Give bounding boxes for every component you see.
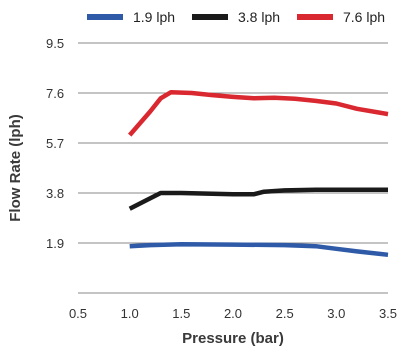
- x-axis-ticks: 0.5 1.0 1.5 2.0 2.5 3.0 3.5: [69, 306, 397, 321]
- y-tick-label: 3.8: [46, 186, 64, 201]
- legend: 1.9 lph 3.8 lph 7.6 lph: [87, 9, 385, 25]
- x-tick-label: 2.5: [276, 306, 294, 321]
- x-tick-label: 3.5: [379, 306, 397, 321]
- y-tick-label: 1.9: [46, 236, 64, 251]
- x-axis-title: Pressure (bar): [182, 330, 284, 347]
- x-tick-label: 2.0: [224, 306, 242, 321]
- legend-label-1: 1.9 lph: [133, 9, 175, 25]
- legend-label-2: 3.8 lph: [238, 9, 280, 25]
- series-line-3: [128, 89, 389, 137]
- x-tick-label: 1.5: [172, 306, 190, 321]
- y-axis-title: Flow Rate (lph): [7, 114, 24, 222]
- series-layer: [128, 89, 389, 258]
- x-tick-label: 3.0: [327, 306, 345, 321]
- y-tick-label: 5.7: [46, 136, 64, 151]
- y-tick-label: 7.6: [46, 86, 64, 101]
- x-tick-label: 0.5: [69, 306, 87, 321]
- series-line-2: [128, 187, 388, 211]
- x-tick-label: 1.0: [121, 306, 139, 321]
- y-axis-ticks: 1.9 3.8 5.7 7.6 9.5: [46, 36, 64, 251]
- legend-label-3: 7.6 lph: [343, 9, 385, 25]
- series-line-1: [129, 242, 389, 258]
- y-tick-label: 9.5: [46, 36, 64, 51]
- gridlines: [78, 42, 388, 244]
